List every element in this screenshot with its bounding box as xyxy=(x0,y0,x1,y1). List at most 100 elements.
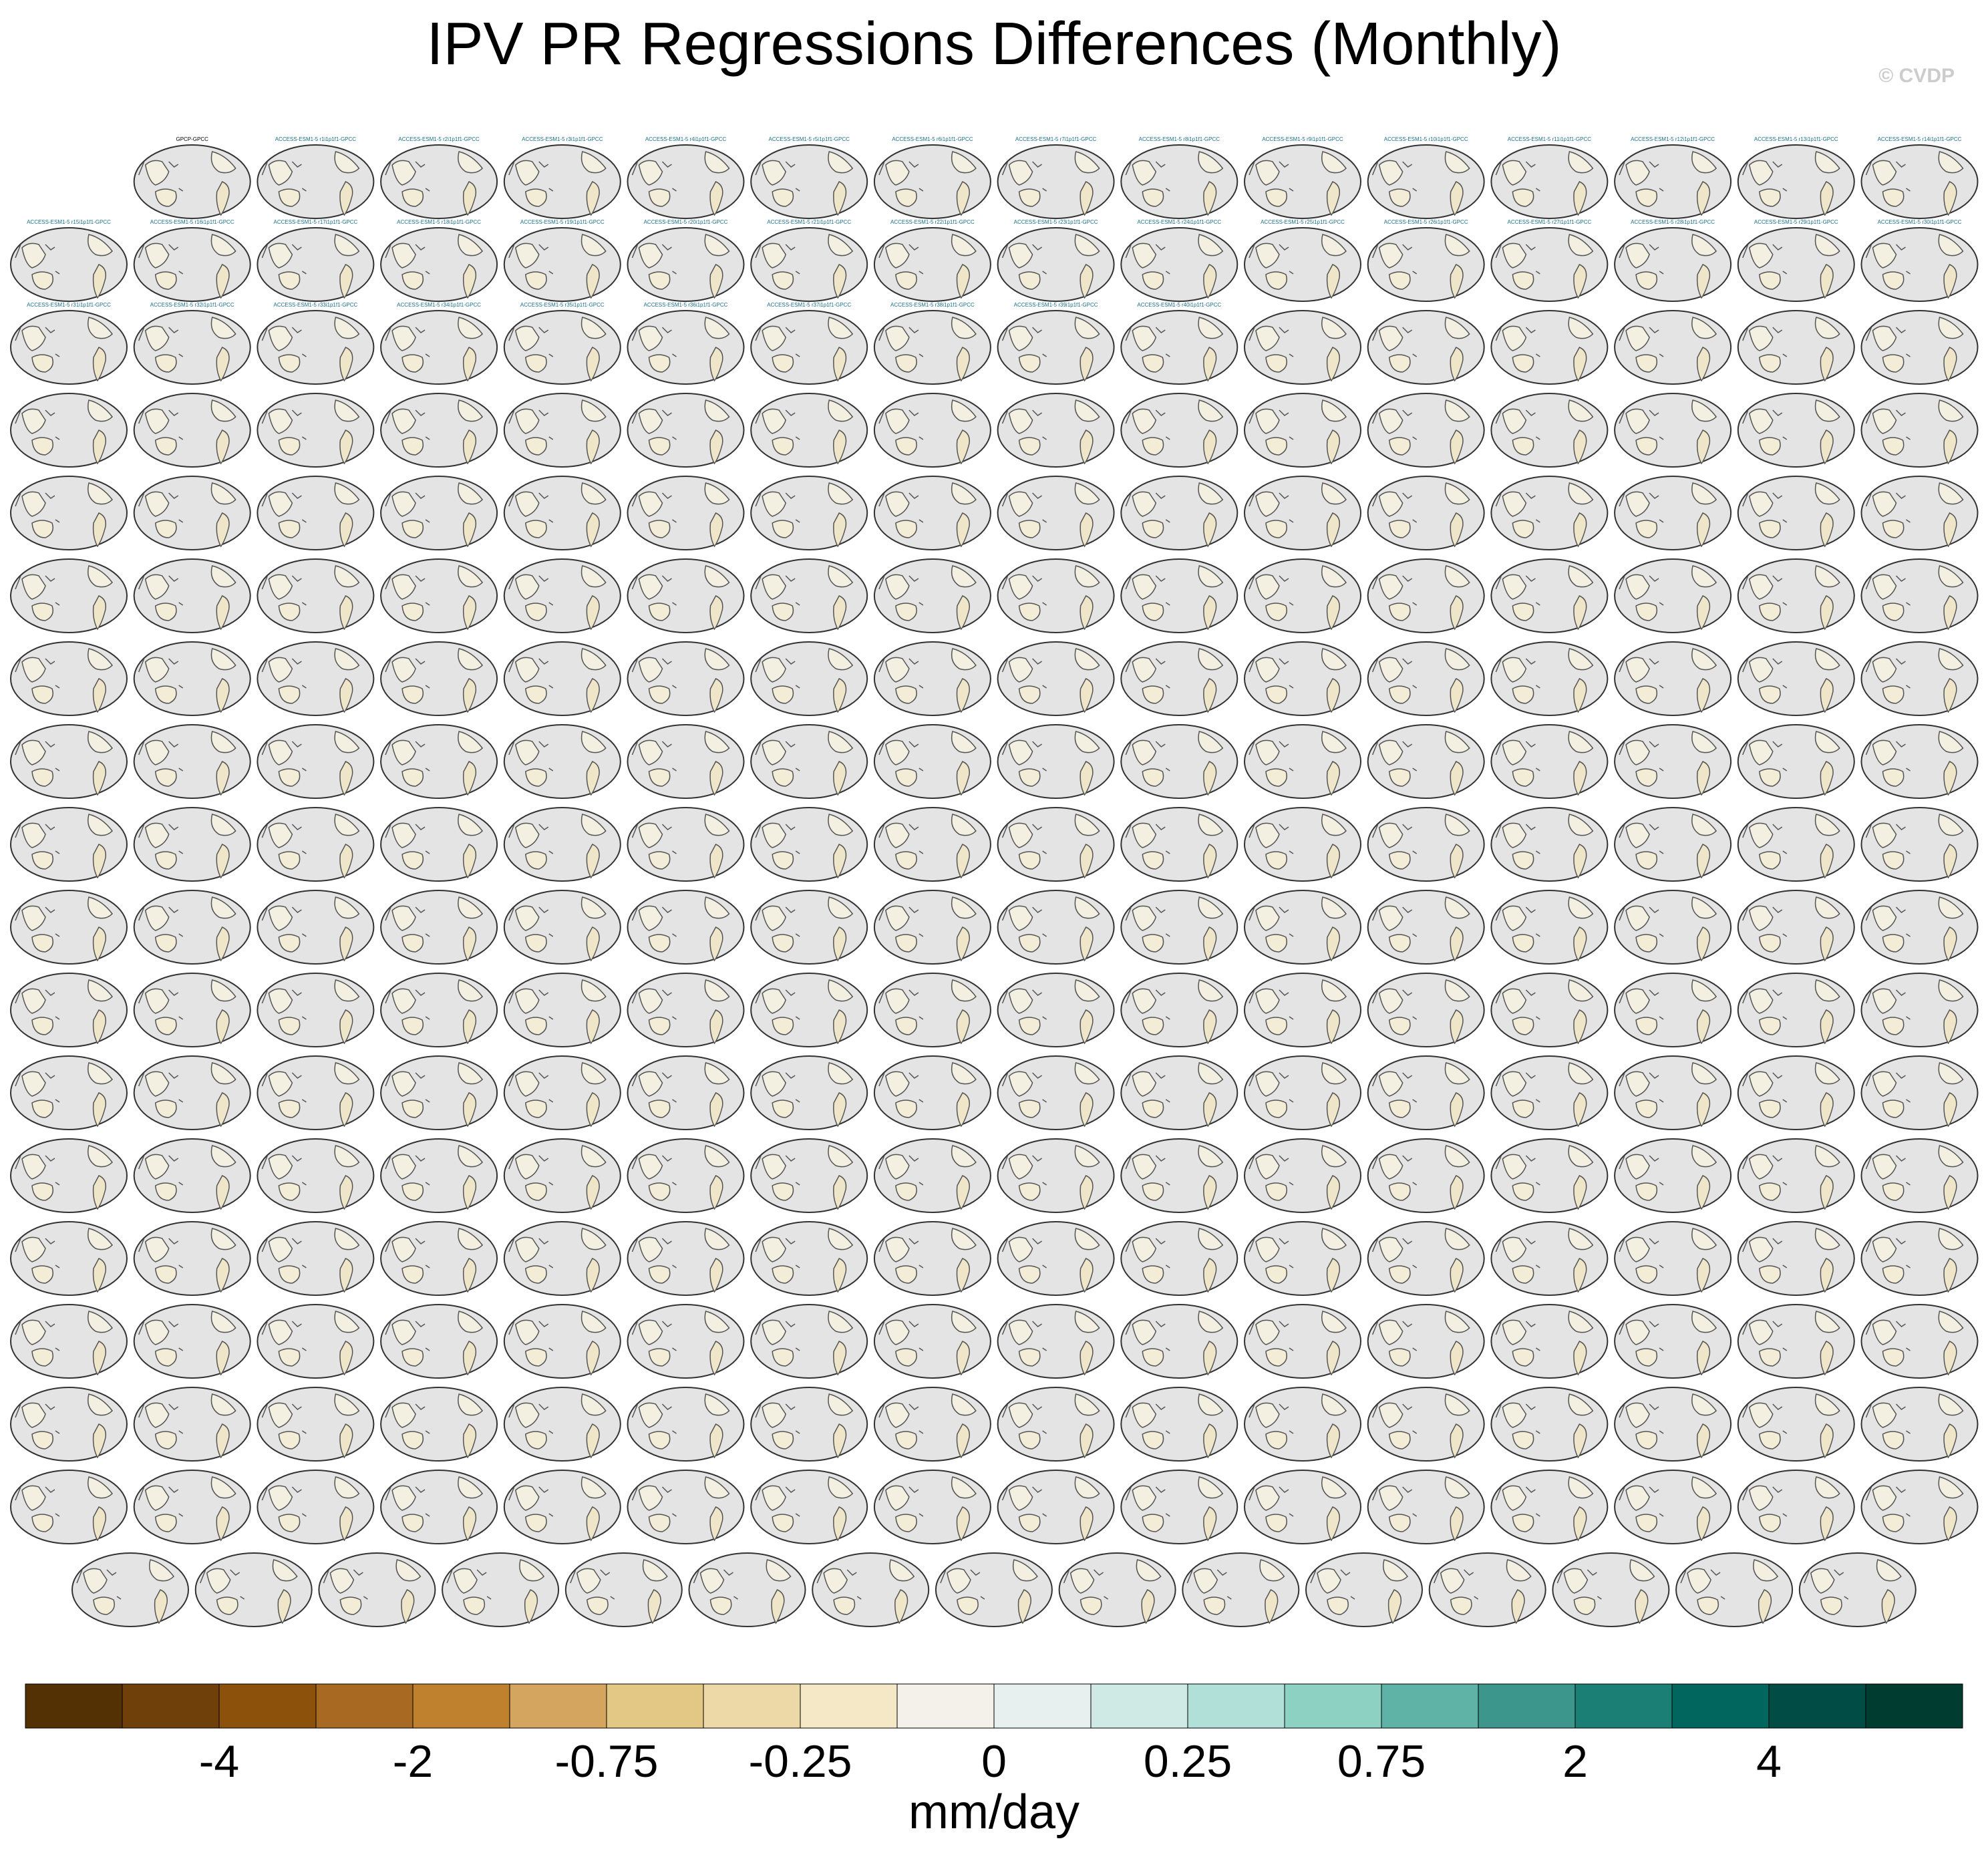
map-panel xyxy=(997,724,1115,799)
panel-title: ACCESS-ESM1-5 r2i1p1f1-GPCC xyxy=(398,136,480,142)
map-panel xyxy=(1860,1470,1979,1544)
map-panel xyxy=(873,1470,991,1544)
map-panel xyxy=(1737,144,1855,219)
map-panel xyxy=(1490,558,1609,633)
map-panel xyxy=(1120,476,1238,550)
map-panel xyxy=(380,724,498,799)
map-panel xyxy=(133,558,251,633)
panel-title: ACCESS-ESM1-5 r40i1p1f1-GPCC xyxy=(1137,302,1221,308)
map-panel xyxy=(688,1552,806,1627)
panel-title: ACCESS-ESM1-5 r21i1p1f1-GPCC xyxy=(767,219,851,225)
map-panel xyxy=(503,1138,621,1213)
colorbar-box xyxy=(1865,1683,1963,1729)
map-panel xyxy=(133,1055,251,1130)
map-panel xyxy=(750,1221,868,1296)
map-panel xyxy=(1367,1387,1485,1462)
map-panel xyxy=(997,807,1115,882)
map-panel xyxy=(627,393,745,468)
map-panel xyxy=(1737,1221,1855,1296)
map-panel xyxy=(1367,807,1485,882)
map-panel xyxy=(1367,890,1485,965)
map-panel xyxy=(1305,1552,1423,1627)
panel-title: ACCESS-ESM1-5 r38i1p1f1-GPCC xyxy=(890,302,975,308)
colorbar-box xyxy=(606,1683,704,1729)
map-panel xyxy=(873,724,991,799)
map-panel xyxy=(873,476,991,550)
map-panel xyxy=(1120,310,1238,385)
map-panel xyxy=(380,1470,498,1544)
panel-title: ACCESS-ESM1-5 r31i1p1f1-GPCC xyxy=(27,302,111,308)
map-panel xyxy=(1737,476,1855,550)
map-panel xyxy=(1367,1304,1485,1379)
map-panel xyxy=(380,1221,498,1296)
map-panel xyxy=(318,1552,436,1627)
map-panel xyxy=(1860,890,1979,965)
map-panel xyxy=(1244,1221,1361,1296)
map-panel xyxy=(627,144,745,219)
map-panel xyxy=(997,558,1115,633)
map-panel xyxy=(750,144,868,219)
map-panel xyxy=(750,1138,868,1213)
map-panel xyxy=(1737,1470,1855,1544)
map-panel xyxy=(380,890,498,965)
map-panel xyxy=(1490,890,1609,965)
map-panel xyxy=(133,1387,251,1462)
chart-title: IPV PR Regressions Differences (Monthly) xyxy=(427,11,1562,77)
panel-title: ACCESS-ESM1-5 r13i1p1f1-GPCC xyxy=(1754,136,1838,142)
map-panel xyxy=(1860,724,1979,799)
map-panel xyxy=(1860,476,1979,550)
map-panel xyxy=(1614,1304,1732,1379)
map-panel xyxy=(1860,310,1979,385)
map-panel xyxy=(750,393,868,468)
map-panel xyxy=(1860,1055,1979,1130)
colorbar-box xyxy=(122,1683,220,1729)
map-panel xyxy=(1614,724,1732,799)
map-panel xyxy=(997,641,1115,716)
map-panel xyxy=(873,310,991,385)
map-panel xyxy=(10,1387,128,1462)
map-panel xyxy=(1490,1470,1609,1544)
map-panel xyxy=(997,144,1115,219)
map-panel xyxy=(1367,1470,1485,1544)
panel-title: ACCESS-ESM1-5 r36i1p1f1-GPCC xyxy=(644,302,728,308)
panel-title: ACCESS-ESM1-5 r16i1p1f1-GPCC xyxy=(150,219,234,225)
map-panel xyxy=(997,1055,1115,1130)
map-panel xyxy=(1614,1221,1732,1296)
panel-title: GPCP-GPCC xyxy=(176,136,208,142)
map-panel xyxy=(750,1387,868,1462)
map-panel xyxy=(1367,1221,1485,1296)
map-panel xyxy=(1737,1055,1855,1130)
panel-title: ACCESS-ESM1-5 r15i1p1f1-GPCC xyxy=(27,219,111,225)
panel-title: ACCESS-ESM1-5 r23i1p1f1-GPCC xyxy=(1014,219,1098,225)
map-panel xyxy=(1614,890,1732,965)
map-panel xyxy=(1860,807,1979,882)
map-panel xyxy=(1244,1304,1361,1379)
colorbar-tick-label: -0.25 xyxy=(749,1736,852,1787)
panel-title: ACCESS-ESM1-5 r12i1p1f1-GPCC xyxy=(1631,136,1715,142)
map-panel xyxy=(997,310,1115,385)
map-panel xyxy=(133,144,251,219)
colorbar-box xyxy=(1478,1683,1576,1729)
map-panel xyxy=(750,641,868,716)
map-panel xyxy=(10,890,128,965)
panel-title: ACCESS-ESM1-5 r10i1p1f1-GPCC xyxy=(1384,136,1468,142)
map-panel xyxy=(257,310,375,385)
map-panel xyxy=(750,1055,868,1130)
map-panel xyxy=(1244,1055,1361,1130)
colorbar-label: mm/day xyxy=(908,1786,1080,1839)
map-panel xyxy=(997,1470,1115,1544)
colorbar-box xyxy=(800,1683,898,1729)
map-panel xyxy=(1244,558,1361,633)
map-panel xyxy=(1367,144,1485,219)
map-panel xyxy=(1367,310,1485,385)
panel-title: ACCESS-ESM1-5 r35i1p1f1-GPCC xyxy=(520,302,605,308)
map-panel xyxy=(1737,227,1855,302)
colorbar-box xyxy=(25,1683,123,1729)
map-panel xyxy=(133,393,251,468)
map-panel xyxy=(1120,973,1238,1047)
map-panel xyxy=(257,558,375,633)
map-panel xyxy=(257,1304,375,1379)
map-panel xyxy=(1614,1138,1732,1213)
colorbar-box xyxy=(1284,1683,1382,1729)
map-panel xyxy=(873,144,991,219)
